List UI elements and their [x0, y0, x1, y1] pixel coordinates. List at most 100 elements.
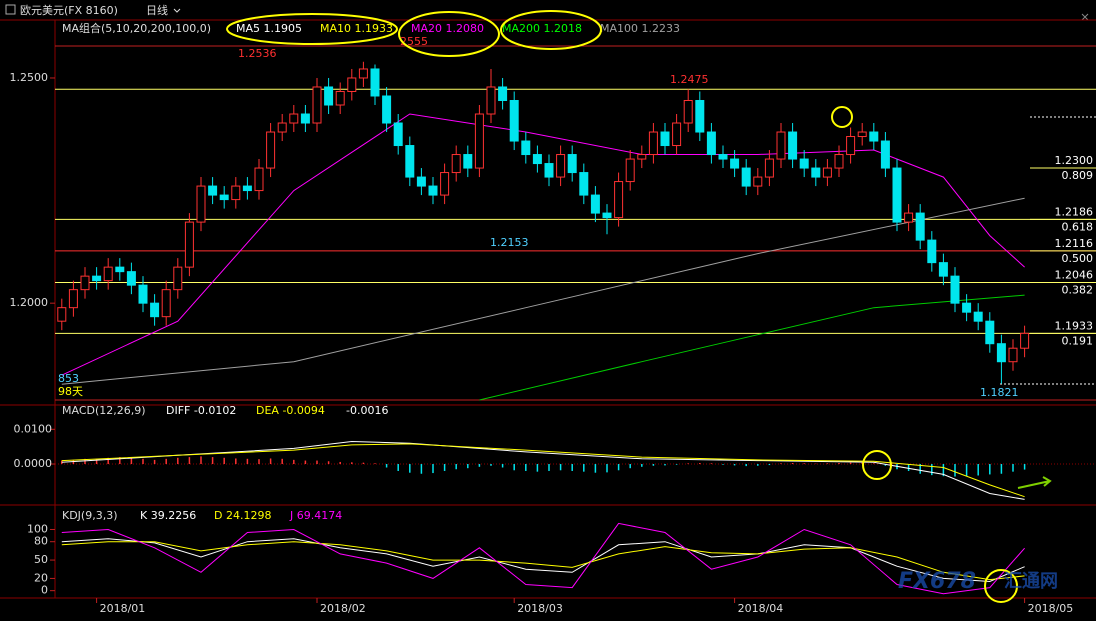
candle-body — [695, 99, 705, 133]
highlight-circle — [862, 450, 892, 480]
symbol-title[interactable]: 欧元美元(FX 8160) — [20, 4, 118, 17]
macd-value: -0.0016 — [346, 404, 388, 417]
fib-ratio: 0.618 — [1062, 220, 1094, 233]
ma-legend-item: MA100 1.2233 — [600, 22, 680, 35]
close-icon[interactable] — [1081, 13, 1089, 21]
trend-arrow — [1017, 476, 1052, 489]
y-tick-label: 50 — [34, 553, 48, 566]
candle-body — [208, 185, 218, 196]
candle-body — [1008, 347, 1018, 363]
macd-line — [61, 443, 1025, 498]
ma-title: MA组合(5,10,20,200,100,0) — [62, 21, 211, 35]
candle-body — [869, 131, 879, 142]
dropdown-arrow[interactable] — [173, 8, 181, 13]
highlight-circle — [500, 10, 602, 50]
kdj-title: KDJ(9,3,3) — [62, 509, 118, 522]
x-tick-label: 2018/05 — [1028, 602, 1074, 615]
annotation: 1.2536 — [238, 47, 277, 60]
candle-body — [811, 167, 821, 178]
candle-body — [521, 140, 531, 156]
candle-body — [347, 77, 357, 92]
y-tick-label: 1.2000 — [10, 296, 49, 309]
candle-body — [382, 95, 392, 124]
annotation: 1.2475 — [670, 73, 709, 86]
candle-body — [335, 90, 345, 106]
candle-body — [706, 131, 716, 156]
candle-body — [567, 154, 577, 174]
candle-body — [799, 158, 809, 169]
fib-ratio: 0.191 — [1062, 334, 1094, 347]
candle-body — [440, 172, 450, 196]
candle-body — [556, 154, 566, 178]
annotation: 98天 — [58, 385, 83, 398]
candle-body — [648, 131, 658, 156]
fib-price: 1.1933 — [1055, 319, 1094, 332]
candle-body — [938, 262, 948, 277]
candle-body — [741, 167, 751, 187]
candle-body — [486, 86, 496, 115]
candle-body — [416, 176, 426, 187]
candle-body — [115, 266, 125, 273]
y-tick-label: 80 — [34, 535, 48, 548]
candle-body — [231, 185, 241, 201]
watermark-name: 汇通网 — [1004, 571, 1058, 592]
kdj-k: K 39.2256 — [140, 509, 196, 522]
candle-body — [184, 221, 194, 268]
candle-body — [637, 154, 647, 160]
watermark-brand: FX678 — [898, 569, 976, 594]
ma-legend-item: MA20 1.2080 — [411, 22, 484, 35]
fib-ratio: 0.382 — [1062, 283, 1094, 296]
x-tick-label: 2018/04 — [738, 602, 784, 615]
candle-body — [788, 131, 798, 160]
highlight-circle — [226, 13, 398, 45]
ma-line — [61, 197, 1025, 385]
candle-body — [498, 86, 508, 101]
kdj-line — [61, 522, 1025, 595]
candle-body — [80, 275, 90, 291]
candle-body — [300, 113, 310, 124]
candle-body — [150, 302, 160, 318]
fib-price: 1.2046 — [1055, 268, 1094, 281]
candle-body — [532, 154, 542, 165]
price-panel: 1.2000 1.2500 1.2300 0.809 1.2186 0.618 1.2116… — [10, 61, 1096, 401]
candle-body — [173, 266, 183, 291]
candle-body — [370, 68, 380, 97]
candle-body — [915, 212, 925, 241]
candle-body — [57, 307, 67, 322]
candle-body — [590, 194, 600, 214]
annotation: 853 — [58, 372, 79, 385]
macd-dea: DEA -0.0094 — [256, 404, 325, 417]
candle-body — [614, 181, 624, 219]
candle-body — [718, 154, 728, 160]
kdj-d: D 24.1298 — [214, 509, 271, 522]
candle-body — [92, 275, 102, 282]
macd-diff: DIFF -0.0102 — [166, 404, 236, 417]
x-tick-label: 2018/03 — [517, 602, 563, 615]
y-tick-label: 100 — [27, 522, 48, 535]
highlight-circle — [984, 569, 1018, 603]
annotation: 1.2153 — [490, 236, 529, 249]
period[interactable]: 日线 — [146, 3, 168, 17]
candle-body — [846, 136, 856, 156]
candle-body — [880, 140, 890, 169]
y-tick-label: 0.0100 — [14, 422, 53, 435]
candle-body — [776, 131, 786, 160]
fib-price: 1.2186 — [1055, 205, 1094, 218]
kdj-j: J 69.4174 — [289, 509, 342, 522]
candle-body — [277, 122, 287, 133]
macd-line — [61, 440, 1025, 500]
ma-legend-item: MA200 1.2018 — [502, 22, 582, 35]
candle-body — [393, 122, 403, 147]
candle-body — [242, 185, 252, 192]
y-tick-label: 0 — [41, 584, 48, 597]
candle-body — [822, 167, 832, 178]
ma-line — [479, 294, 1025, 401]
highlight-circle — [831, 106, 853, 128]
menu-icon[interactable] — [5, 4, 16, 15]
candle-body — [730, 158, 740, 169]
candle-body — [764, 158, 774, 178]
candle-body — [289, 113, 299, 124]
